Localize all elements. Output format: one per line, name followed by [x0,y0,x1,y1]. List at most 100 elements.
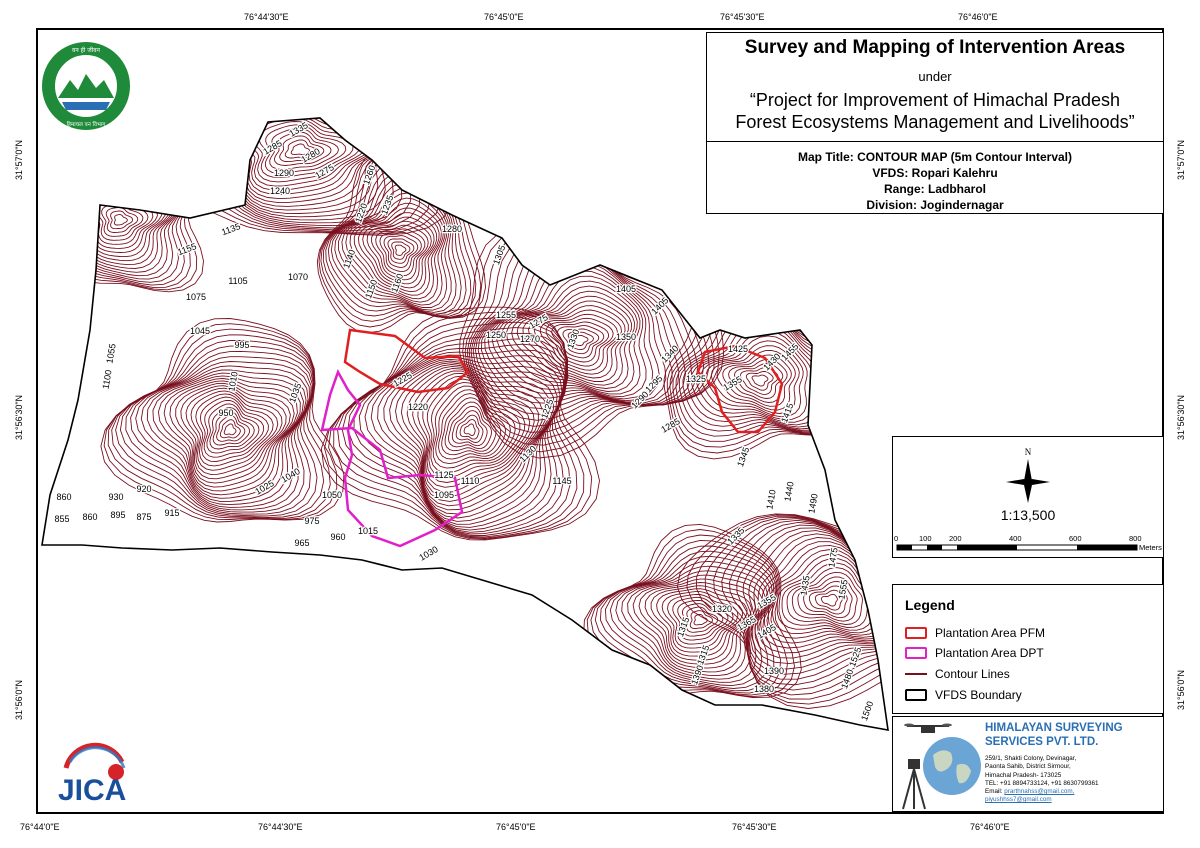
contour-line [135,361,310,508]
contour-label: 1110 [461,476,480,486]
company-block: HIMALAYAN SURVEYING SERVICES PVT. LTD. 2… [892,716,1164,812]
contour-line [318,152,482,328]
plantation-area-pfm-2[interactable] [696,344,784,434]
coord-bottom-4: 76°45'30"E [732,822,777,832]
contour-line [258,121,354,179]
contour-label: 1435 [798,575,811,596]
email-label: Email: [985,788,1003,796]
company-name-line2: SERVICES PVT. LTD. [985,736,1099,748]
contour-label: 1105 [228,276,247,286]
scale-unit: Meters [1139,543,1162,552]
contour-line [185,387,283,475]
contour-line [751,374,769,387]
contour-line [690,325,820,426]
coord-bottom-1: 76°44'0"E [20,822,60,832]
contour-line [113,214,128,226]
north-arrow-icon: N [1003,445,1053,505]
contour-label: 1155 [176,241,198,257]
contour-line [395,364,552,507]
contour-line [264,124,347,174]
contour-line [594,540,781,694]
contour-line [412,370,539,493]
legend-title: Legend [905,597,955,613]
contour-line [389,362,555,511]
contour-line [644,582,756,665]
contour-label: 1365 [735,614,757,633]
contour-line [567,331,594,351]
contour-line [459,419,480,440]
jica-logo: JICA [52,742,132,807]
address-line2: Paonta Sahib, District Sirmour, [985,763,1071,771]
contour-line [599,545,776,692]
contour-label: 1220 [408,402,428,412]
contour-label: 1075 [186,292,206,302]
contour-line [251,118,361,183]
contour-line [169,380,295,488]
contour-line [159,118,418,224]
contour-label: 920 [136,484,151,494]
contour-line [206,403,260,454]
contour-line [290,143,311,156]
contour-line [710,345,800,414]
vfds-name: VFDS: Ropari Kalehru [872,166,998,180]
contour-line [110,210,134,230]
contour-label: 995 [234,340,249,350]
contour-line [808,585,848,615]
contour-line [426,378,526,478]
svg-text:हिमाचल वन विभाग: हिमाचल वन विभाग [67,121,107,128]
contour-label: 1555 [836,579,849,600]
contour-line [448,405,492,450]
contour-label: 1405 [616,284,636,294]
email-link-2[interactable]: piyushhss7@gmail.com [985,796,1052,804]
contour-line [371,224,429,281]
contour-line [105,207,139,233]
contour-label: 1135 [220,221,242,237]
scale-tick-600: 600 [1069,534,1082,543]
contour-label: 1055 [104,343,117,364]
scale-tick-200: 200 [949,534,962,543]
title-main: Survey and Mapping of Intervention Areas [744,37,1126,58]
contour-label: 1280 [442,224,462,234]
contour-line [539,313,618,371]
svg-text:वन ही जीवन: वन ही जीवन [72,46,101,54]
contour-label: 1475 [826,547,839,568]
project-title-line2: Forest Ecosystems Management and Livelih… [735,112,1135,132]
contour-line [572,334,589,347]
contour-label: 875 [136,512,151,522]
contour-line [163,378,298,492]
contour-label: 1415 [779,402,795,424]
contour-line [583,523,802,698]
contour-line [650,585,752,661]
email-link-1[interactable]: prarthnahss@gmail.com, [1004,788,1075,796]
contour-line [430,381,521,474]
coord-top-4: 76°46'0"E [958,12,998,22]
contour-label: 1290 [274,168,294,178]
contour-line [379,231,422,273]
contour-label: 1325 [686,374,706,384]
contour-line [682,316,832,430]
company-name-line1: HIMALAYAN SURVEYING [985,722,1123,734]
contour-label: 1410 [764,489,777,510]
plantation-area-dpt[interactable] [320,368,464,548]
contour-label: 1145 [552,476,571,486]
contour-line [661,591,743,653]
contour-line [435,389,511,465]
telephone: TEL: +91 8894733124, +91 8630799361 [985,779,1099,787]
contour-label: 1125 [434,470,453,480]
coord-bottom-2: 76°44'30"E [258,822,303,832]
contour-line [199,396,269,462]
contour-label: 1345 [735,446,751,468]
contour-line [496,275,647,398]
contour-line [209,407,255,450]
contour-line [216,415,246,442]
contour-line [152,372,304,499]
company-name: HIMALAYAN SURVEYING SERVICES PVT. LTD. [985,721,1160,749]
scale-block: N 1:13,500 0 100 200 400 600 800 Meters [892,436,1164,558]
contour-line [632,574,763,673]
contour-line [686,606,719,633]
contour-line [370,356,563,522]
contour-label: 965 [294,538,309,548]
contour-line [590,534,788,696]
plantation-area-pfm-1[interactable] [343,328,470,394]
